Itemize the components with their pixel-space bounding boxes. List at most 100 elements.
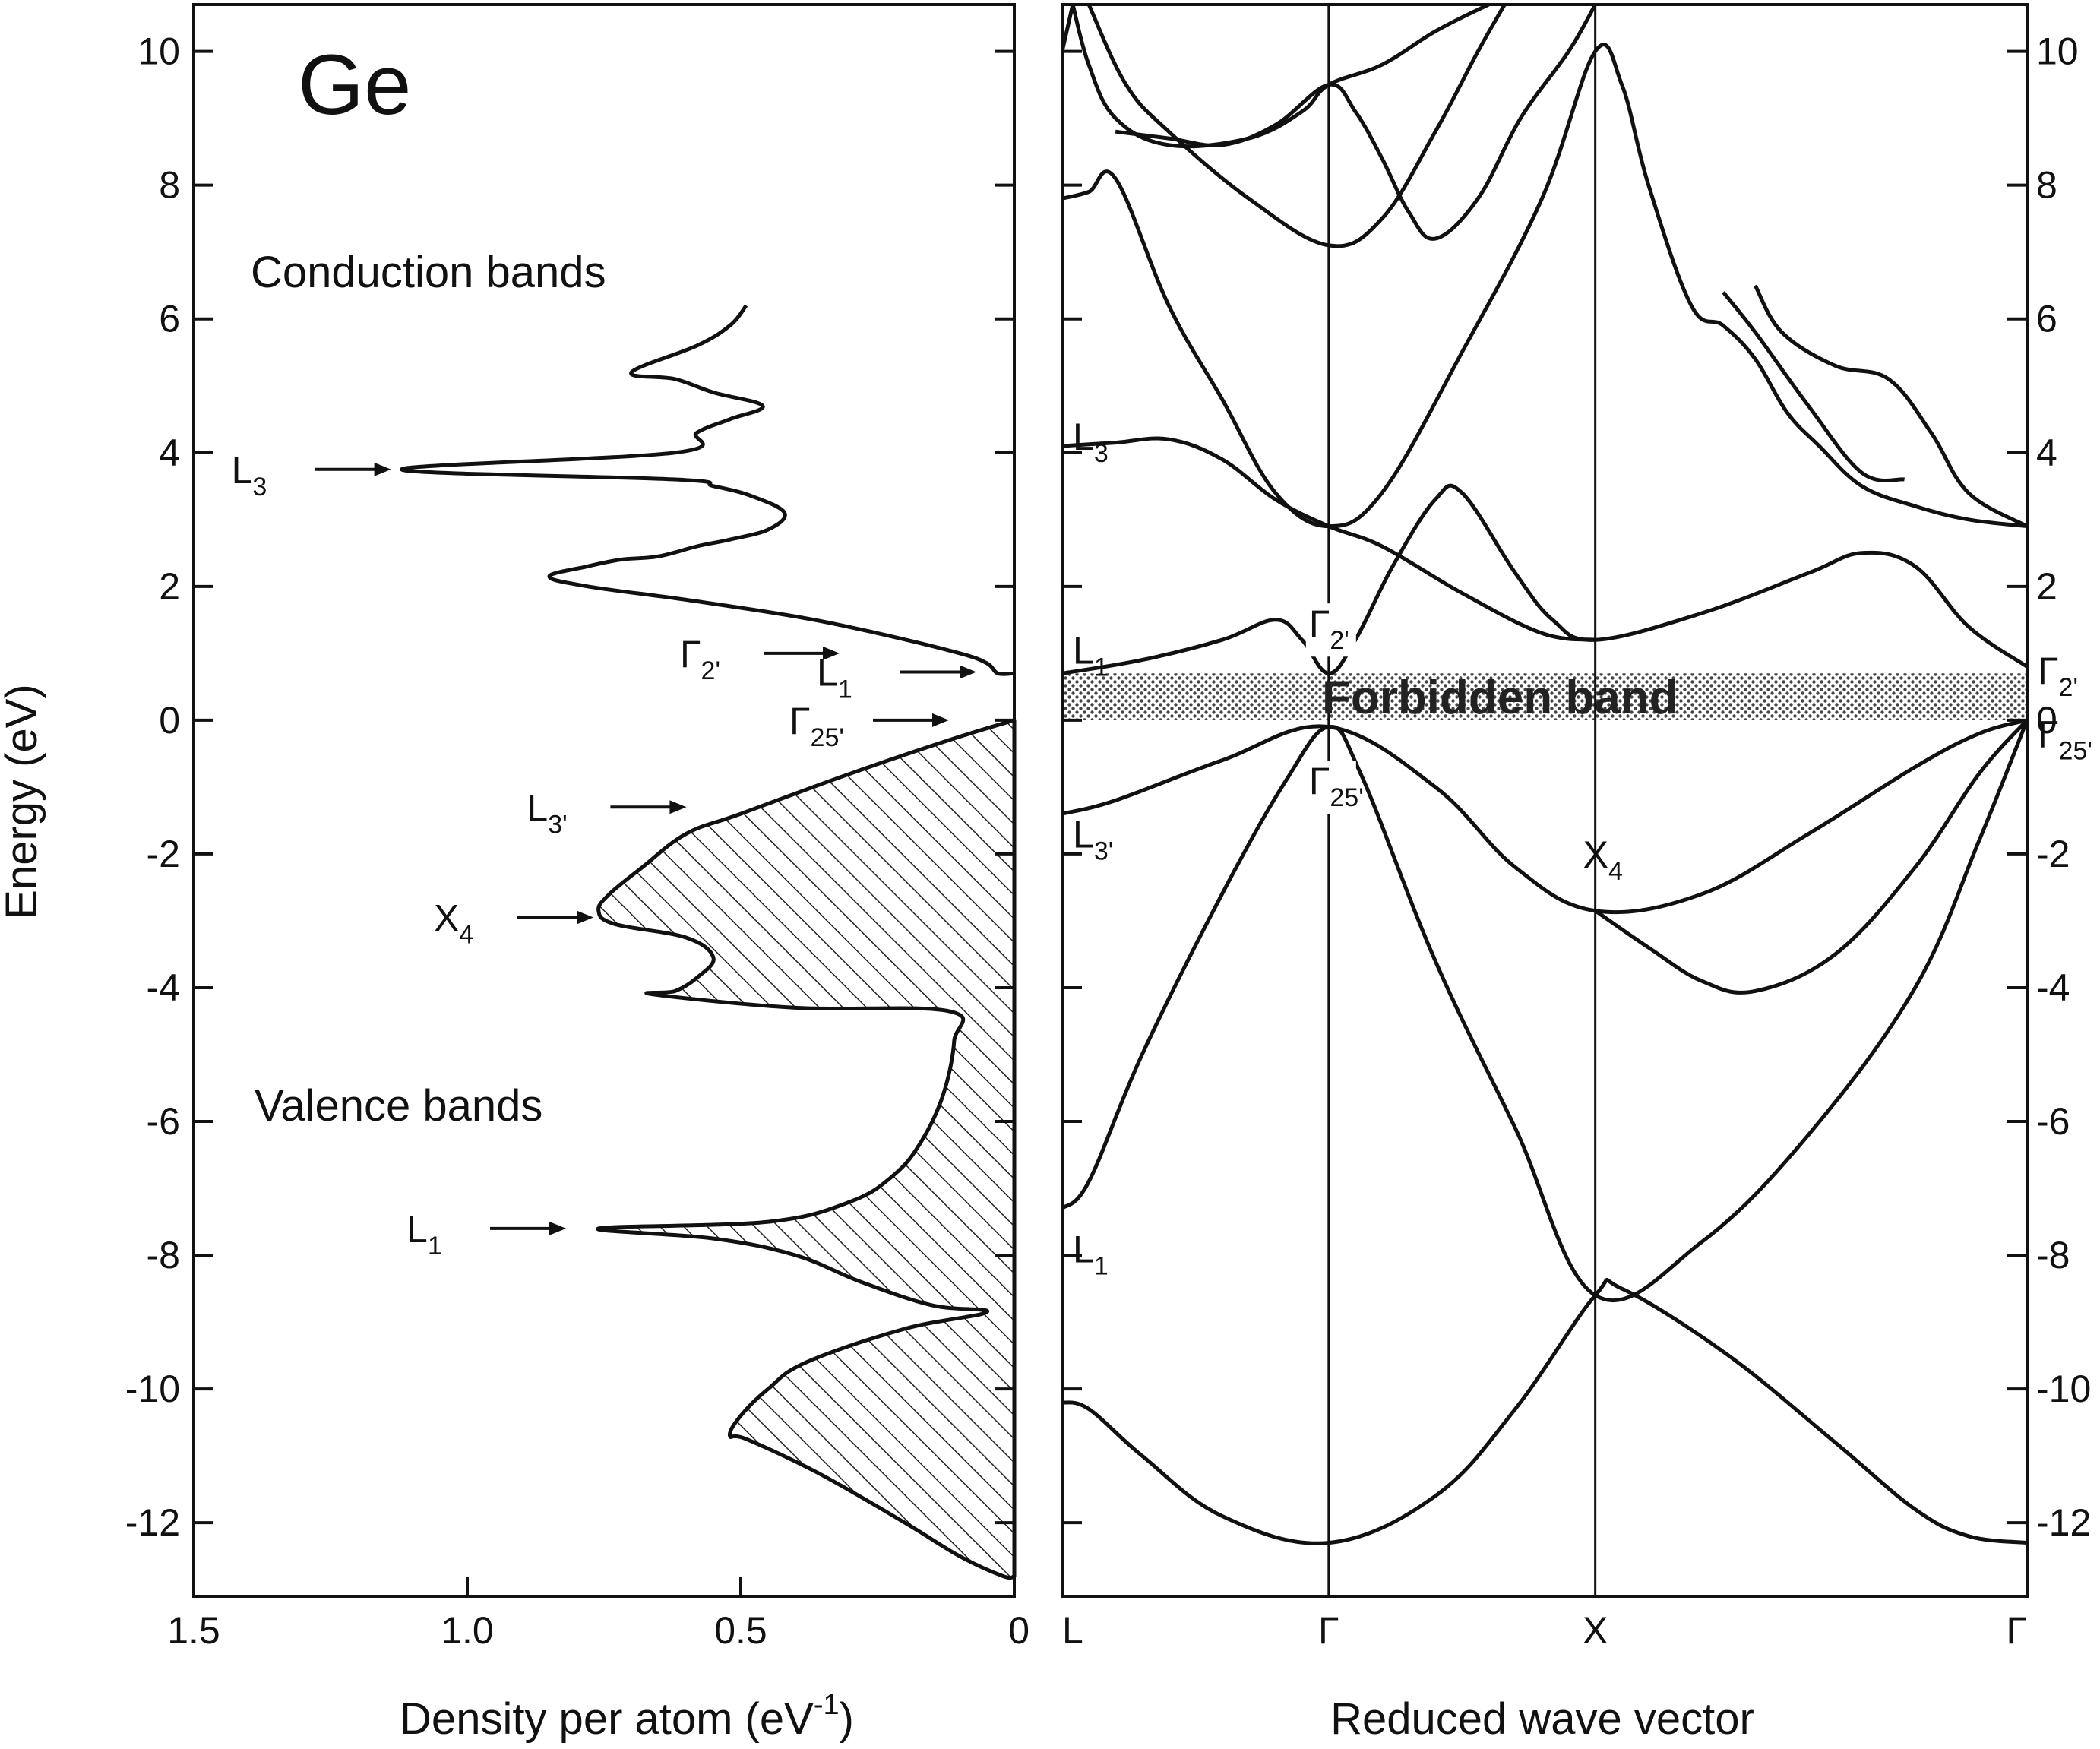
dos-y-tick-label: -4: [147, 966, 180, 1009]
band-line-v1: [1062, 1277, 2027, 1545]
band-x-tick-label: Γ: [1318, 1609, 1339, 1652]
dos-critical-label-subscript: 2': [701, 656, 720, 685]
band-critical-label-letter: L: [1073, 814, 1094, 856]
band-data-layer: Forbidden band: [1062, 5, 2027, 1596]
band-x-tick-label: Γ: [2006, 1609, 2027, 1652]
band-lines: [1062, 5, 2027, 1545]
band-critical-label-letter: Γ: [2038, 650, 2059, 692]
band-line-c9: [1753, 284, 2027, 528]
dos-y-tick-label: 4: [159, 432, 180, 474]
dos-critical-label-letter: X: [434, 897, 459, 940]
dos-critical-label-subscript: 4: [459, 921, 473, 950]
dos-ticks: 10 8 6 4 2 0 -2 -4 -6 -8 -10 -12 1.5 1.0 0.5 0: [125, 30, 1029, 1652]
dos-critical-label: Γ2': [680, 633, 720, 685]
band-critical-label-subscript: 2': [2059, 673, 2078, 702]
band-line-c1: [1062, 483, 2027, 675]
forbidden-band-label: Forbidden band: [1322, 672, 1678, 724]
band-critical-label-subscript: 2': [1330, 626, 1349, 655]
band-critical-label-backing: [1305, 603, 1356, 657]
dos-x-axis-title-tail: ): [840, 1694, 854, 1744]
band-critical-label-subscript: 1: [1094, 653, 1109, 682]
band-critical-label-letter: L: [1073, 629, 1094, 672]
dos-x-tick-label: 1.5: [167, 1609, 220, 1652]
dos-data-layer: [400, 304, 1017, 1580]
dos-y-tick-label: -6: [147, 1100, 180, 1143]
band-critical-label-letter: L: [1073, 1228, 1094, 1270]
dos-y-tick-label: 2: [159, 565, 180, 608]
dos-critical-label-letter: L: [817, 651, 838, 694]
band-y-tick-label: -10: [2036, 1368, 2091, 1410]
dos-critical-arrow-head: [960, 665, 976, 679]
band-x-tick-label: L: [1062, 1609, 1083, 1652]
band-ticks: 10 8 6 4 2 0 -2 -4 -6 -8 -10 -12 L Γ X Γ: [1062, 30, 2091, 1652]
band-line-v4: [1594, 719, 2027, 995]
dos-frame: [192, 3, 1016, 1598]
band-line-v2: [1062, 719, 2027, 1302]
dos-critical-label-letter: L: [232, 449, 253, 492]
dos-y-tick-label: -2: [147, 833, 180, 875]
dos-critical-label-letter: Γ: [789, 700, 811, 742]
band-y-tick-label: 6: [2036, 298, 2057, 340]
band-line-c3: [1062, 43, 2027, 529]
dos-y-tick-label: -8: [147, 1234, 180, 1276]
dos-critical-label: L3': [527, 786, 567, 839]
dos-critical-label-subscript: 3: [252, 473, 267, 501]
band-critical-label: X4: [1583, 833, 1623, 886]
band-line-c6: [1086, 5, 1507, 248]
band-critical-label-subscript: 3': [1094, 837, 1113, 866]
band-frame: [1061, 3, 2029, 1598]
dos-critical-label: L1: [406, 1208, 442, 1260]
band-y-tick-label: 10: [2036, 30, 2079, 73]
dos-y-tick-label: 6: [159, 298, 180, 340]
dos-x-axis-title-main: Density per atom (eV: [400, 1694, 814, 1744]
band-critical-label: L3': [1073, 814, 1113, 866]
dos-x-tick-label: 0: [1008, 1609, 1029, 1652]
band-critical-label-backing: [1305, 761, 1356, 814]
band-line-v3: [1062, 718, 2027, 915]
conduction-bands-label: Conduction bands: [251, 248, 606, 297]
band-y-tick-label: -4: [2036, 966, 2070, 1009]
band-critical-label: L1: [1073, 629, 1109, 682]
dos-critical-label-subscript: 1: [428, 1232, 442, 1260]
band-critical-label-subscript: 1: [1094, 1251, 1109, 1280]
dos-critical-label-letter: L: [406, 1208, 428, 1251]
dos-series-valence: [596, 718, 1017, 1580]
material-label: Ge: [298, 37, 411, 132]
band-y-tick-label: 0: [2036, 699, 2057, 742]
dos-critical-label-subscript: 25': [811, 723, 844, 752]
dos-y-tick-label: 8: [159, 164, 180, 207]
band-critical-label-subscript: 4: [1608, 857, 1623, 886]
band-line-c2: [1062, 436, 1596, 642]
band-line-c4: [1062, 5, 1075, 52]
band-critical-label-letter: Γ: [1309, 760, 1330, 802]
dos-y-tick-label: 10: [138, 30, 180, 73]
forbidden-band-region: [1062, 673, 2027, 720]
band-line-c7: [1115, 5, 1597, 241]
band-y-tick-label: 2: [2036, 565, 2057, 608]
dos-critical-label-letter: Γ: [680, 633, 701, 675]
energy-axis-title: Energy (eV): [0, 684, 46, 919]
band-y-tick-label: -8: [2036, 1234, 2070, 1276]
dos-critical-label: L1: [817, 651, 852, 704]
dos-x-tick-label: 0.5: [714, 1609, 767, 1652]
band-critical-label-letter: X: [1583, 833, 1608, 876]
band-critical-label: Γ25': [1309, 760, 1364, 812]
band-y-tick-label: -6: [2036, 1100, 2070, 1143]
dos-y-tick-label: -12: [125, 1501, 180, 1544]
band-y-tick-label: -12: [2036, 1501, 2091, 1544]
dos-critical-label-subscript: 3': [548, 810, 567, 839]
band-line-c5: [1071, 5, 1490, 149]
band-critical-label: L1: [1073, 1228, 1109, 1280]
dos-critical-label-letter: L: [527, 786, 548, 829]
dos-panel: 10 8 6 4 2 0 -2 -4 -6 -8 -10 -12 1.5 1.0 0.5 0 Ge Condu…: [0, 3, 1029, 1744]
band-critical-label-subscript: 3: [1094, 439, 1109, 468]
band-critical-label-letter: Γ: [1309, 603, 1330, 645]
band-line-c8: [1722, 290, 1905, 483]
band-critical-label-letter: Γ: [2038, 713, 2059, 755]
band-critical-label: L3: [1073, 416, 1109, 468]
dos-critical-label-subscript: 1: [838, 675, 852, 704]
band-critical-label-subscript: 25': [2059, 736, 2092, 765]
